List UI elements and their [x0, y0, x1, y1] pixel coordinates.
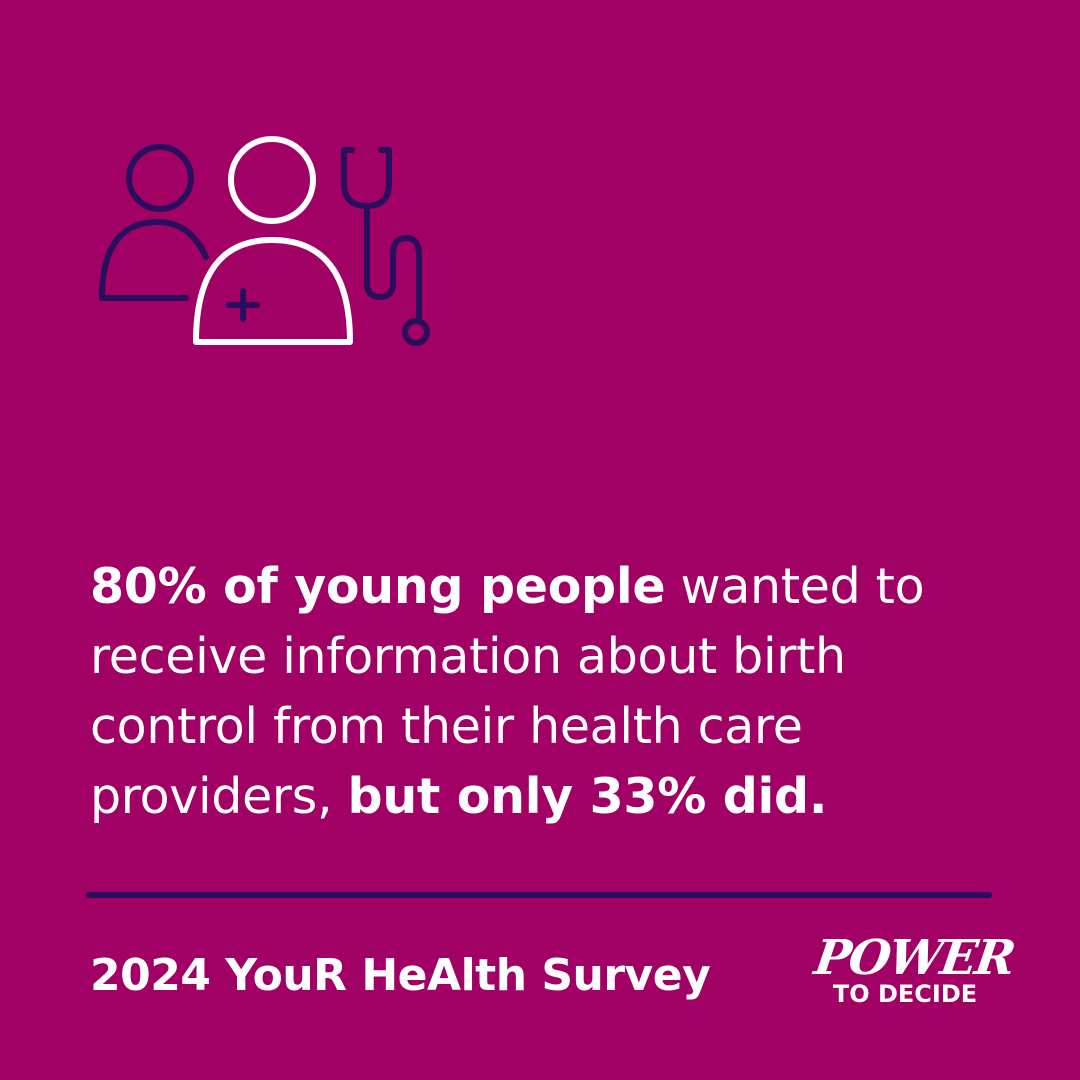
- power-to-decide-logo: POWER TO DECIDE: [811, 930, 1018, 1008]
- logo-to-decide: TO DECIDE: [832, 980, 978, 1008]
- patient-and-doctor-with-stethoscope-icon: [99, 136, 430, 346]
- doctor-icon: [193, 136, 353, 345]
- headline-bold-stat: 80% of young people: [90, 558, 666, 615]
- plus-icon: [226, 288, 260, 322]
- headline-text: wanted to receive information about birt…: [90, 558, 925, 825]
- logo-power: POWER: [811, 930, 1018, 986]
- stethoscope-icon: [341, 147, 430, 346]
- source-label: 2024 YouR HeAlth Survey: [90, 950, 711, 1001]
- divider: [86, 892, 992, 898]
- headline-statistic: 80% of young people wanted to receive in…: [90, 552, 1010, 832]
- patient-icon: [99, 144, 209, 301]
- headline-bold-contrast: but only 33% did.: [347, 768, 828, 825]
